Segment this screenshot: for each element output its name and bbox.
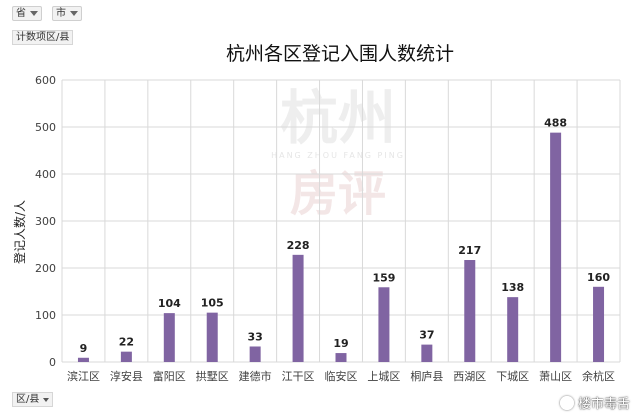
y-tick-label: 300: [35, 215, 56, 228]
bars: [77, 132, 605, 362]
y-tick-label: 0: [49, 356, 56, 369]
y-tick-label: 500: [35, 121, 56, 134]
bar-2: [163, 313, 175, 362]
x-tick-label-5: 江干区: [282, 370, 315, 383]
filter-icon: [30, 11, 38, 16]
data-label-3: 105: [201, 297, 224, 310]
x-tick-label-6: 临安区: [325, 369, 358, 383]
watermark-main: 杭州: [280, 84, 396, 152]
value-field-button[interactable]: 计数项区/县: [12, 30, 74, 45]
bar-12: [593, 286, 605, 362]
x-tick-label-1: 淳安县: [110, 369, 143, 383]
gridlines: [61, 79, 621, 363]
y-tick-label: 400: [35, 168, 56, 181]
axis-field-button[interactable]: 区/县: [12, 392, 54, 407]
data-label-11: 488: [544, 117, 567, 130]
x-tick-label-0: 滨江区: [67, 369, 100, 383]
data-label-7: 159: [372, 271, 395, 284]
bar-6: [335, 353, 347, 362]
data-label-0: 9: [80, 342, 88, 355]
axis-field-label: 区/县: [16, 394, 40, 405]
data-label-5: 228: [287, 239, 310, 252]
y-axis-label: 登记人数/人: [12, 200, 27, 264]
data-label-9: 217: [458, 244, 481, 257]
filter-province-button[interactable]: 省: [12, 6, 42, 21]
filter-bar: 省 市: [12, 6, 82, 21]
chevron-down-icon: [43, 397, 50, 402]
watermark: 杭州 HANG ZHOU FANG PING 房评: [271, 84, 405, 222]
source-watermark-text: 楼市毒舌: [577, 397, 630, 412]
filter-city-label: 市: [56, 8, 66, 19]
x-axis: 滨江区 淳安县 富阳区 拱墅区 建德市 江干区 临安区 上城区 桐庐县 西湖区 下城区 萧山区 余杭区: [67, 369, 615, 383]
bar-9: [464, 260, 476, 362]
bar-7: [378, 287, 390, 362]
chart-title: 杭州各区登记入围人数统计: [226, 43, 454, 65]
watermark-second: 房评: [290, 166, 386, 222]
filter-icon: [70, 11, 78, 16]
bar-0: [77, 357, 89, 362]
data-label-10: 138: [501, 281, 524, 294]
x-tick-label-10: 下城区: [496, 370, 529, 383]
data-label-2: 104: [158, 297, 181, 310]
bar-10: [507, 297, 519, 362]
bar-4: [249, 346, 261, 362]
bar-1: [120, 351, 132, 362]
x-tick-label-12: 余杭区: [582, 369, 615, 383]
bar-5: [292, 254, 304, 362]
data-label-8: 37: [419, 329, 434, 342]
data-label-1: 22: [119, 336, 134, 349]
filter-province-label: 省: [16, 8, 26, 19]
x-tick-label-7: 上城区: [367, 370, 400, 383]
bar-8: [421, 344, 433, 362]
y-tick-label: 200: [35, 262, 56, 275]
x-tick-label-2: 富阳区: [153, 369, 186, 383]
y-axis: 0 100 200 300 400 500 600: [35, 74, 56, 369]
x-tick-label-9: 西湖区: [453, 370, 486, 383]
bar-3: [206, 312, 218, 362]
x-tick-label-11: 萧山区: [539, 370, 572, 383]
data-label-4: 33: [247, 330, 262, 343]
y-tick-label: 100: [35, 309, 56, 322]
data-labels: 9 22 104 105 33 228 19 159 37 217 138 488 160: [80, 117, 611, 355]
x-tick-label-3: 拱墅区: [196, 369, 229, 383]
y-tick-label: 600: [35, 74, 56, 87]
filter-city-button[interactable]: 市: [52, 6, 82, 21]
data-label-12: 160: [587, 271, 610, 284]
data-label-6: 19: [333, 337, 348, 350]
watermark-sub: HANG ZHOU FANG PING: [271, 151, 405, 160]
x-tick-label-8: 桐庐县: [410, 369, 443, 383]
source-watermark: 楼市毒舌: [559, 393, 630, 412]
logo-icon: [559, 395, 574, 410]
x-tick-label-4: 建德市: [239, 369, 272, 383]
bar-11: [550, 132, 562, 362]
